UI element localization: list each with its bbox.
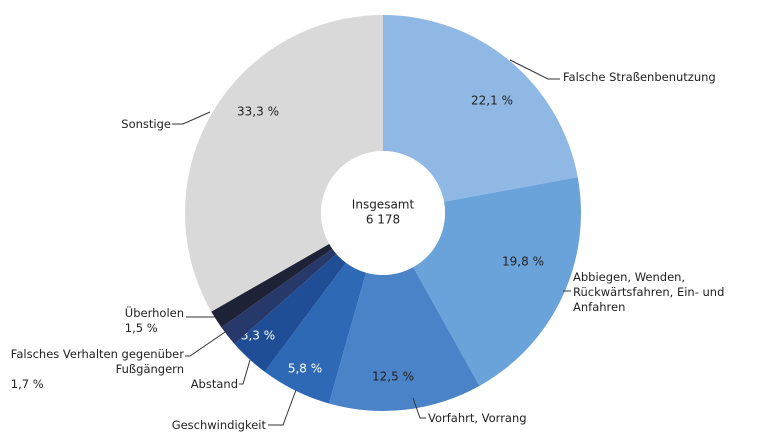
slice-label: Falsche Straßenbenutzung (563, 70, 716, 85)
donut-slice (413, 177, 581, 386)
leader-line (412, 397, 426, 419)
slice-value-label: 19,8 % (502, 255, 544, 269)
slice-value-label: 3,3 % (241, 329, 275, 343)
slice-value-label: 22,1 % (471, 94, 513, 108)
donut-slice (221, 248, 337, 344)
donut-slice (383, 15, 578, 202)
slice-label: Abbiegen, Wenden, Rückwärtsfahren, Ein- … (573, 270, 777, 315)
slice-label: Falsches Verhalten gegenüber Fußgängern 1… (11, 347, 184, 392)
leader-line (239, 359, 251, 385)
slice-label: Abstand (191, 377, 238, 392)
donut: 22,1 % 19,8 % 12,5 % 5,8 % 3,3 % 33,3 % (172, 15, 581, 426)
center-label: Insgesamt (352, 198, 415, 212)
leader-line (185, 329, 229, 357)
category-label: Falsche Straßenbenutzung (563, 70, 716, 84)
leader-line (268, 389, 297, 426)
category-label: Abstand (190, 377, 238, 391)
slice-label: Sonstige (121, 117, 171, 132)
leader-line (172, 111, 211, 125)
slice-value-label: 5,8 % (288, 362, 322, 376)
donut-slice (264, 262, 367, 404)
donut-slice (328, 267, 480, 412)
category-label: Vorfahrt, Vorrang (428, 411, 527, 425)
donut-slice (185, 15, 383, 312)
slice-value-label: 1,5 % (124, 321, 158, 335)
slice-value-label: 12,5 % (372, 370, 414, 384)
slice-label: Geschwindigkeit (172, 418, 266, 433)
category-label: Überholen (124, 306, 184, 320)
category-label: Geschwindigkeit (171, 418, 266, 432)
leader-line (509, 59, 560, 80)
slice-value-label: 1,7 % (10, 377, 44, 391)
slice-label: Vorfahrt, Vorrang (428, 411, 527, 426)
donut-slice (211, 243, 333, 328)
category-label: Sonstige (121, 117, 171, 131)
slice-label: Überholen 1,5 % (125, 306, 184, 336)
category-label: Falsches Verhalten gegenüber Fußgängern (10, 347, 184, 376)
category-label: Abbiegen, Wenden, Rückwärtsfahren, Ein- … (573, 270, 725, 314)
center-total: 6 178 (366, 213, 400, 227)
donut-slice (234, 254, 346, 372)
donut-hole (321, 151, 445, 275)
slice-value-label: 33,3 % (237, 105, 279, 119)
